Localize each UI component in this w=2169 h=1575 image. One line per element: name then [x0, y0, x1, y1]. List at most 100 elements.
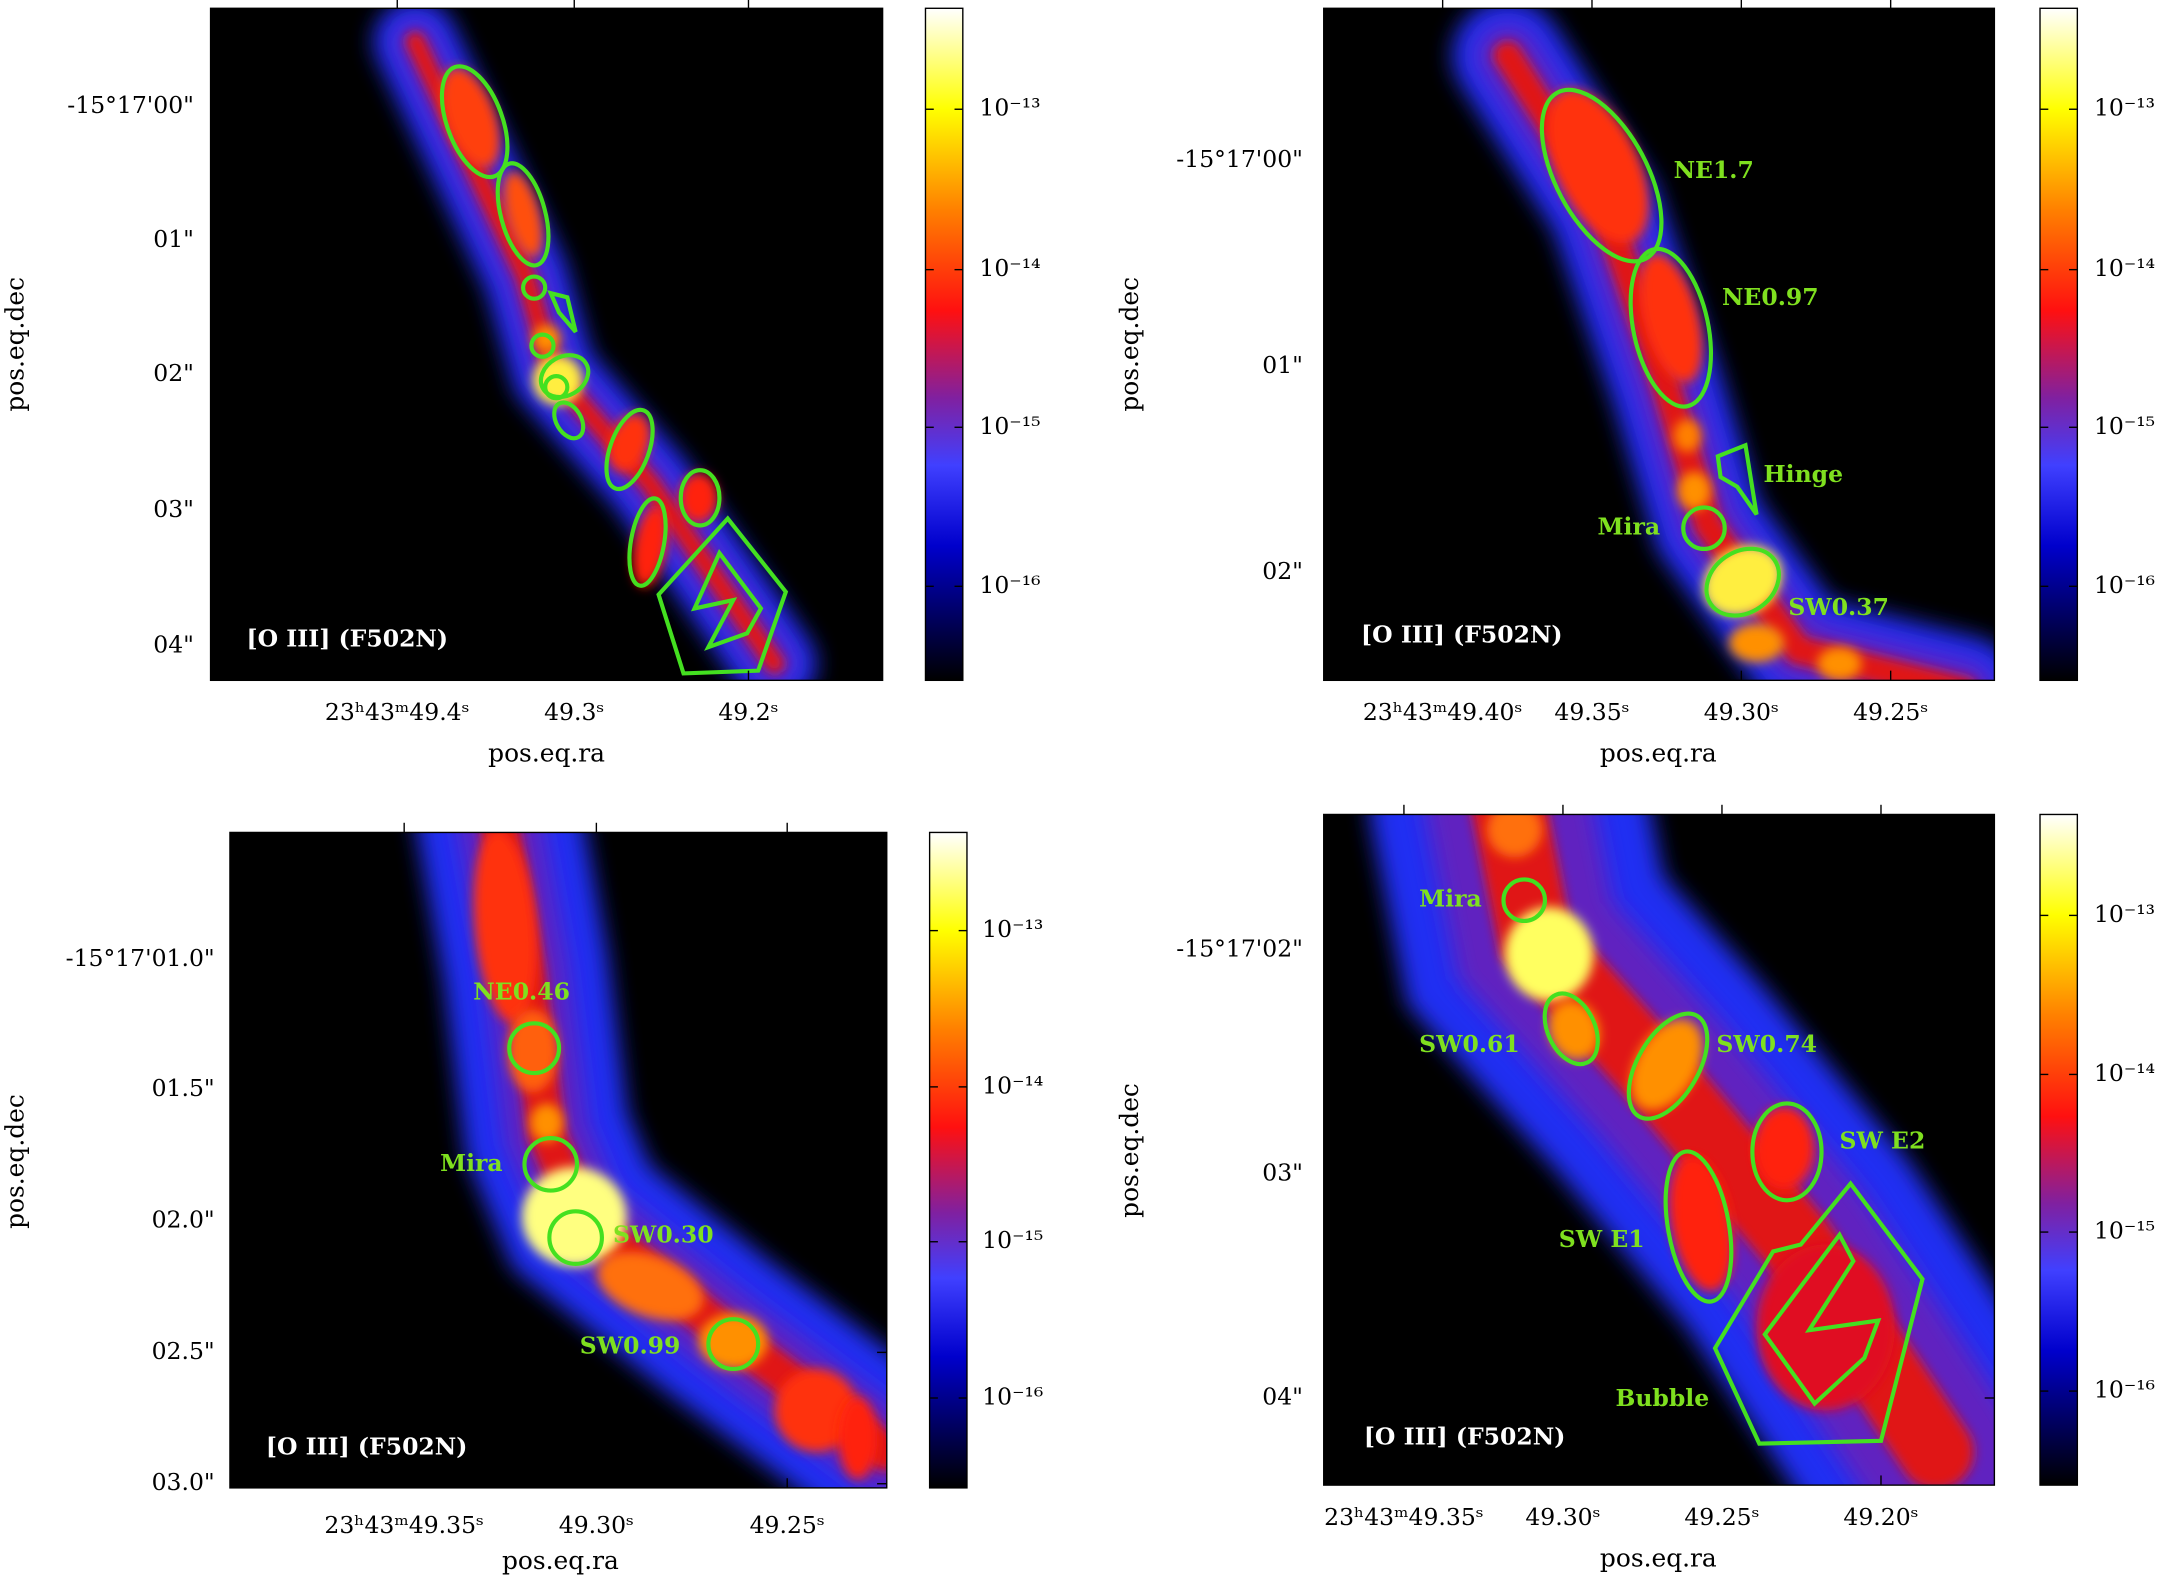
x-tick-label: 49.30ˢ [1525, 1503, 1600, 1531]
emission-knot [774, 1368, 858, 1452]
y-tick-label: 04" [153, 630, 194, 658]
colorbar-tick-label: 10⁻¹⁴ [982, 1071, 1043, 1099]
emission-knot [1486, 814, 1543, 858]
emission-knot [521, 1167, 627, 1267]
colorbar [2039, 813, 2079, 1486]
colorbar-tick-label: 10⁻¹³ [979, 94, 1040, 122]
y-tick-label: 01" [1262, 351, 1303, 379]
region-ellipse [678, 468, 722, 528]
region-ellipse [706, 1317, 761, 1372]
x-tick-label: 23ʰ43ᵐ49.35ˢ [324, 1511, 484, 1539]
region-label: NE1.7 [1674, 156, 1754, 184]
region-label: Bubble [1615, 1384, 1709, 1412]
region-label: NE0.46 [473, 977, 570, 1005]
emission-knot [838, 1396, 878, 1480]
y-tick-label: 03" [1262, 1158, 1303, 1186]
region-ellipse [521, 274, 548, 301]
region-ellipse [439, 64, 510, 180]
y-axis-label: pos.eq.dec [0, 1094, 29, 1229]
band-label: [O III] (F502N) [1364, 1423, 1566, 1451]
x-tick-label: 49.20ˢ [1843, 1503, 1918, 1531]
y-tick-label: 03" [153, 495, 194, 523]
y-axis-label: pos.eq.dec [0, 277, 29, 412]
region-label: SW0.37 [1788, 593, 1889, 621]
emission-knot [1728, 623, 1785, 663]
image-frame [1323, 813, 1996, 1486]
colorbar-tick-label: 10⁻¹⁴ [979, 254, 1040, 282]
x-tick-label: 49.2ˢ [718, 698, 778, 726]
emission-knot [530, 1103, 564, 1143]
x-tick-label: 49.35ˢ [1554, 698, 1629, 726]
colorbar-tick-label: 10⁻¹⁵ [2094, 412, 2155, 440]
colorbar-tick-label: 10⁻¹⁶ [979, 571, 1040, 599]
region-label: Mira [1419, 885, 1482, 913]
emission-knot [1817, 647, 1862, 681]
region-polygon [690, 549, 764, 651]
band-label: [O III] (F502N) [247, 625, 449, 653]
colorbar-tick-label: 10⁻¹⁶ [2094, 571, 2155, 599]
y-tick-label: 02" [153, 359, 194, 387]
y-tick-label: 02.5" [152, 1337, 215, 1365]
colorbar-tick-label: 10⁻¹⁴ [2094, 1059, 2155, 1087]
colorbar-tick-label: 10⁻¹³ [982, 915, 1043, 943]
emission-knot [473, 832, 537, 1023]
band-label: [O III] (F502N) [1361, 621, 1563, 649]
region-label: Hinge [1763, 460, 1843, 488]
x-axis-label: pos.eq.ra [1600, 739, 1717, 768]
x-axis-label: pos.eq.ra [502, 1546, 619, 1575]
colorbar-tick-label: 10⁻¹³ [2094, 94, 2155, 122]
region-ellipse [538, 353, 591, 400]
colorbar [2039, 7, 2079, 682]
y-tick-label: 02.0" [152, 1206, 215, 1234]
x-tick-label: 49.30ˢ [1704, 698, 1779, 726]
region-ellipse [1681, 505, 1727, 552]
x-tick-label: 23ʰ43ᵐ49.4ˢ [325, 698, 470, 726]
y-tick-label: -15°17'02" [1176, 934, 1303, 962]
colorbar [928, 831, 968, 1489]
image-frame [1323, 7, 1996, 682]
region-polygon [1762, 1230, 1882, 1407]
emission-knot [1703, 545, 1783, 617]
emission-knot [1677, 471, 1711, 511]
region-ellipse [1542, 991, 1600, 1067]
region-ellipse [495, 161, 551, 268]
y-tick-label: 01.5" [152, 1074, 215, 1102]
y-tick-label: -15°17'00" [67, 91, 194, 119]
region-ellipse [1628, 246, 1714, 409]
region-polygon [1715, 442, 1759, 516]
colorbar-tick-label: 10⁻¹⁵ [2094, 1217, 2155, 1245]
region-ellipse [547, 1209, 604, 1266]
emission-knot [1639, 253, 1703, 383]
region-ellipse [529, 332, 556, 359]
region-label: SW0.61 [1419, 1030, 1520, 1058]
region-label: SW0.30 [613, 1221, 714, 1249]
region-label: SW E1 [1559, 1225, 1645, 1253]
x-tick-label: 49.25ˢ [1684, 1503, 1759, 1531]
region-ellipse [543, 374, 570, 401]
x-tick-label: 49.3ˢ [544, 698, 604, 726]
region-label: NE0.97 [1722, 283, 1819, 311]
region-label: SW0.99 [580, 1331, 681, 1359]
x-tick-label: 23ʰ43ᵐ49.35ˢ [1324, 1503, 1484, 1531]
emission-knot [1753, 1106, 1815, 1190]
region-ellipse [627, 496, 668, 588]
emission-knot [597, 1251, 704, 1321]
y-tick-label: 02" [1262, 557, 1303, 585]
region-polygon [656, 515, 789, 676]
image-panel [229, 832, 887, 1488]
image-frame [209, 7, 884, 682]
region-ellipse [1663, 1149, 1734, 1304]
region-polygon [1712, 1180, 1925, 1446]
region-label: Mira [1598, 513, 1661, 541]
y-tick-label: -15°17'01.0" [66, 944, 215, 972]
y-tick-label: 04" [1262, 1383, 1303, 1411]
region-polygon [547, 290, 578, 334]
emission-knot [1673, 418, 1702, 453]
y-tick-label: 01" [153, 225, 194, 253]
x-axis-label: pos.eq.ra [1600, 1543, 1717, 1572]
y-tick-label: 03.0" [152, 1468, 215, 1496]
emission-knot [679, 472, 719, 523]
region-ellipse [507, 1021, 562, 1076]
emission-knot [1504, 907, 1594, 1002]
region-ellipse [1626, 1011, 1710, 1121]
